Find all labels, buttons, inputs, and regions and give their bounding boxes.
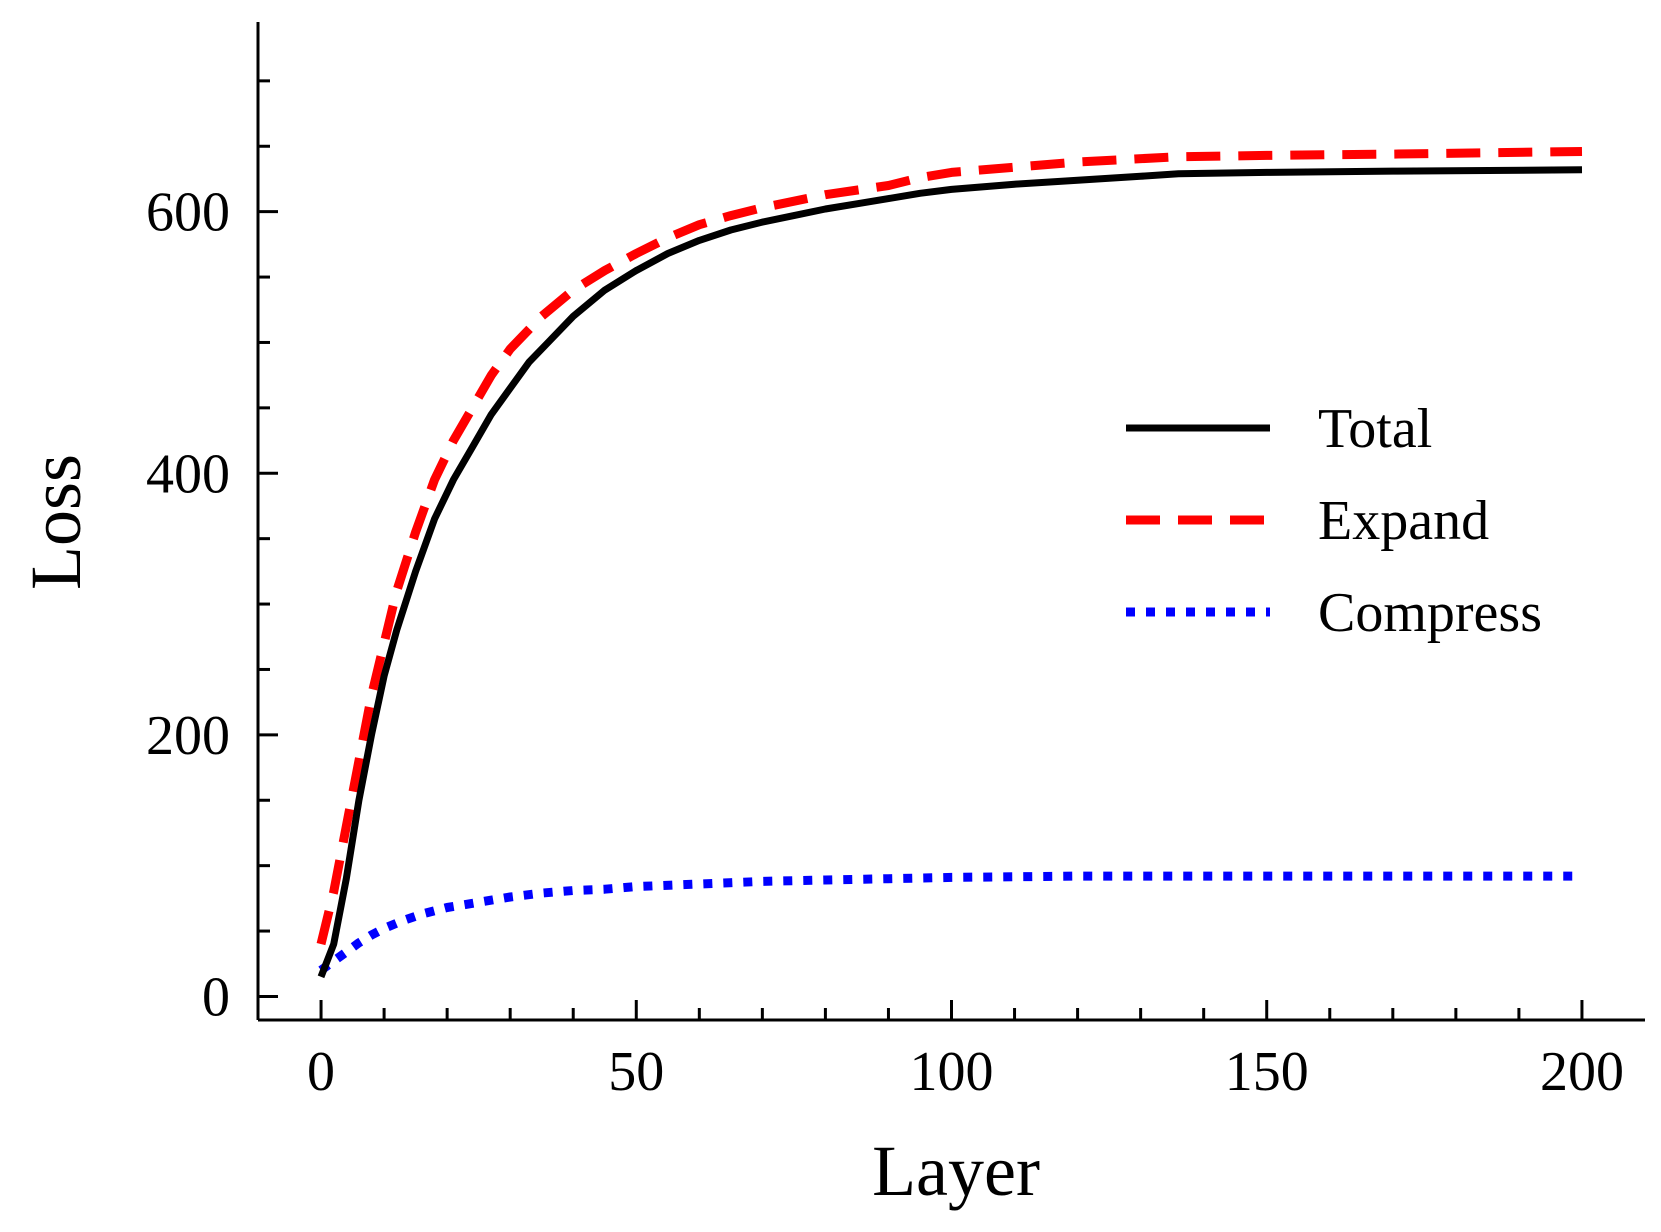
x-tick-label: 150 xyxy=(1225,1041,1309,1103)
legend: Total Expand Compress xyxy=(1126,398,1542,644)
y-tick-label: 400 xyxy=(146,443,230,505)
x-tick-label: 100 xyxy=(910,1041,994,1103)
series-layer xyxy=(316,147,1583,979)
y-axis-title: Loss xyxy=(16,454,96,590)
y-tick-label: 200 xyxy=(146,705,230,767)
legend-label-total: Total xyxy=(1318,398,1432,460)
y-tick-label: 0 xyxy=(202,966,230,1028)
x-tick-label: 0 xyxy=(307,1041,335,1103)
x-tick-label: 200 xyxy=(1540,1041,1624,1103)
legend-label-expand: Expand xyxy=(1318,490,1489,552)
x-axis-title: Layer xyxy=(872,1131,1040,1211)
plot-area: 0 200 400 600 0 50 100 150 200 xyxy=(146,22,1645,1103)
series-line-compress xyxy=(318,871,1582,974)
y-tick-label: 600 xyxy=(146,182,230,244)
y-axis-ticks: 0 200 400 600 xyxy=(146,79,278,1028)
series-line-expand xyxy=(316,147,1583,946)
series-line-total xyxy=(317,166,1583,979)
x-tick-label: 50 xyxy=(608,1041,664,1103)
x-axis-ticks: 0 50 100 150 200 xyxy=(307,1000,1624,1103)
legend-label-compress: Compress xyxy=(1318,582,1542,644)
